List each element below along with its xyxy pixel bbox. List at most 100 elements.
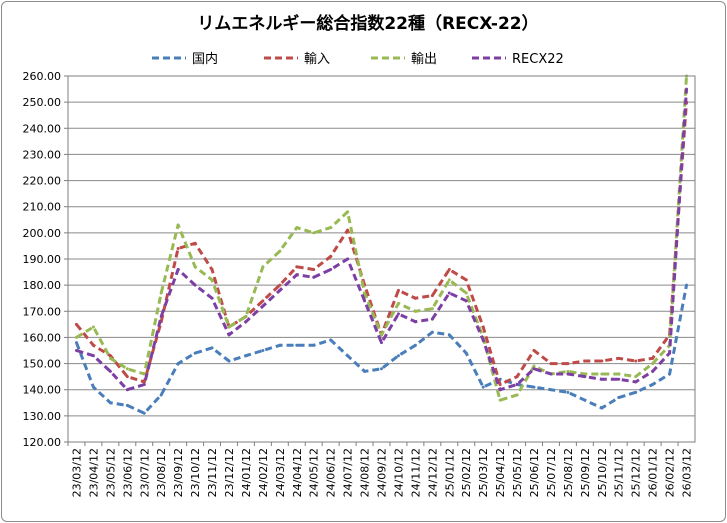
data-point xyxy=(74,349,78,352)
y-tick-label: 220.00 xyxy=(23,175,62,188)
data-point xyxy=(261,265,265,269)
data-point xyxy=(346,228,350,232)
y-tick-label: 230.00 xyxy=(23,148,62,161)
data-point xyxy=(617,356,621,360)
data-point xyxy=(142,372,146,376)
data-point xyxy=(651,356,655,360)
data-point xyxy=(464,299,468,303)
x-tick-label: 23/09/12 xyxy=(172,448,185,497)
x-tick-label: 24/12/12 xyxy=(426,448,439,497)
data-point xyxy=(600,406,604,410)
data-point xyxy=(413,309,417,313)
data-point xyxy=(295,226,299,230)
x-tick-label: 23/10/12 xyxy=(189,448,202,497)
data-point xyxy=(346,257,350,261)
data-point xyxy=(91,343,95,347)
data-point xyxy=(549,362,553,366)
data-point xyxy=(651,369,655,373)
y-tick-label: 120.00 xyxy=(23,436,62,449)
data-point xyxy=(261,304,265,308)
data-point xyxy=(600,359,604,363)
data-point xyxy=(125,375,129,379)
chart-title: リムエネルギー総合指数22種（RECX-22） xyxy=(197,13,538,34)
data-point xyxy=(583,398,587,402)
x-tick-label: 25/06/12 xyxy=(528,448,541,497)
y-tick-label: 180.00 xyxy=(23,279,62,292)
data-point xyxy=(278,283,282,287)
y-tick-label: 130.00 xyxy=(23,410,62,423)
x-tick-label: 25/02/12 xyxy=(460,448,473,497)
series-3 xyxy=(74,87,689,392)
data-point xyxy=(380,367,383,371)
data-point xyxy=(312,275,316,279)
data-point xyxy=(193,241,197,245)
x-tick-label: 23/12/12 xyxy=(223,448,236,497)
data-point xyxy=(447,333,451,337)
data-point xyxy=(74,341,78,345)
gridlines xyxy=(68,75,695,443)
data-point xyxy=(295,273,299,277)
data-point xyxy=(210,278,214,282)
x-tick-label: 25/09/12 xyxy=(579,448,592,497)
data-point xyxy=(617,372,621,376)
x-tick-label: 24/04/12 xyxy=(291,448,304,497)
data-point xyxy=(430,307,434,311)
x-tick-label: 23/03/12 xyxy=(70,448,83,497)
data-point xyxy=(430,330,434,334)
data-point xyxy=(380,333,383,337)
data-point xyxy=(515,382,519,386)
data-point xyxy=(549,372,553,376)
data-point xyxy=(329,267,333,271)
data-point xyxy=(210,296,214,300)
legend: 国内 輸入 輸出 RECX22 xyxy=(152,51,564,67)
y-tick-label: 170.00 xyxy=(23,305,62,318)
data-point xyxy=(176,223,180,227)
data-point xyxy=(600,372,604,376)
data-point xyxy=(583,359,587,363)
data-point xyxy=(396,354,400,358)
data-point xyxy=(685,87,689,91)
data-point xyxy=(566,390,570,394)
data-point xyxy=(583,372,587,376)
data-point xyxy=(108,369,112,373)
data-point xyxy=(278,343,282,347)
data-point xyxy=(515,393,519,397)
data-point xyxy=(278,288,282,292)
x-tick-label: 25/05/12 xyxy=(511,448,524,497)
data-point xyxy=(329,254,333,258)
data-point xyxy=(261,349,265,352)
data-point xyxy=(329,226,333,230)
x-tick-label: 24/11/12 xyxy=(409,448,422,497)
data-point xyxy=(159,291,163,295)
data-point xyxy=(108,356,112,360)
legend-label: 輸入 xyxy=(304,52,330,67)
data-point xyxy=(74,322,78,326)
data-point xyxy=(295,265,299,269)
data-point xyxy=(312,231,316,235)
data-point xyxy=(464,278,468,282)
data-point xyxy=(413,343,417,347)
x-tick-label: 25/11/12 xyxy=(613,448,626,497)
data-point xyxy=(108,354,112,358)
y-tick-label: 250.00 xyxy=(23,96,62,109)
y-tick-label: 190.00 xyxy=(23,253,62,266)
data-point xyxy=(532,367,536,371)
data-point xyxy=(668,372,672,376)
data-point xyxy=(74,335,78,339)
data-point xyxy=(566,372,570,376)
data-point xyxy=(566,369,570,373)
data-point xyxy=(193,283,197,287)
x-tick-label: 25/01/12 xyxy=(443,448,456,497)
data-point xyxy=(193,351,197,355)
data-point xyxy=(634,359,638,363)
y-tick-label: 160.00 xyxy=(23,331,62,344)
x-tick-label: 23/06/12 xyxy=(121,448,134,497)
series-lines xyxy=(74,74,689,415)
x-tick-label: 25/04/12 xyxy=(494,448,507,497)
x-tick-label: 26/01/12 xyxy=(647,448,660,497)
data-point xyxy=(142,411,146,415)
x-tick-label: 23/11/12 xyxy=(206,448,219,497)
data-point xyxy=(329,338,333,342)
data-point xyxy=(227,359,231,363)
data-point xyxy=(617,396,621,400)
